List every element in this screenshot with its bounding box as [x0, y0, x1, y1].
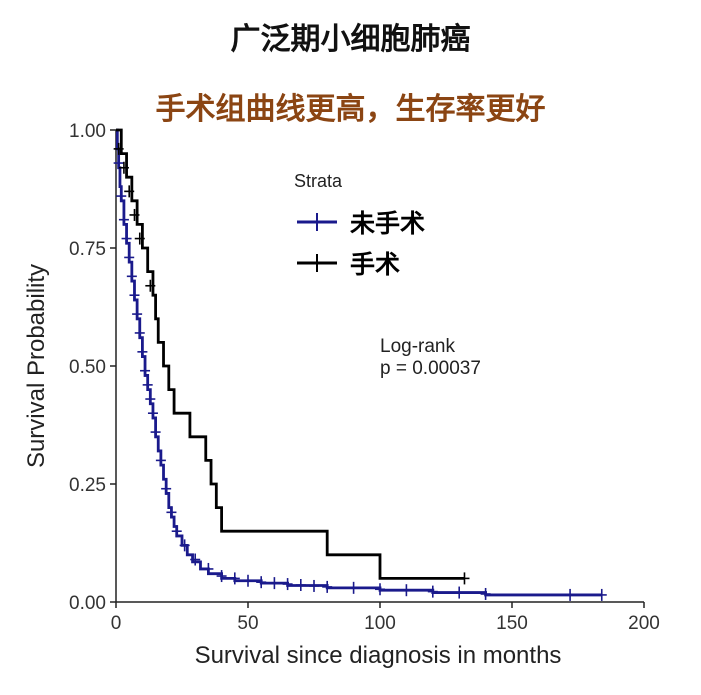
series-1	[113, 128, 470, 585]
legend-label-operated: 手术	[350, 250, 400, 279]
chart-subtitle: 手术组曲线更高，生存率更好	[155, 92, 546, 127]
y-axis-title: Survival Probability	[23, 264, 50, 468]
legend-item-operated: 手术	[297, 250, 400, 279]
legend: Strata 未手术 手术	[294, 171, 425, 279]
x-tick-label: 50	[237, 613, 258, 634]
x-tick-label: 150	[496, 613, 528, 634]
x-axis-title: Survival since diagnosis in months	[195, 642, 562, 669]
x-tick-label: 0	[111, 613, 122, 634]
series-0	[113, 128, 607, 601]
series-layer	[113, 128, 607, 601]
annotation-line1: Log-rank	[380, 336, 455, 357]
ticks: 0 50 100 150 200 0.00 0.25 0.50 0.75 1.00	[69, 121, 660, 634]
logrank-annotation: Log-rank p = 0.00037	[380, 336, 481, 379]
y-tick-label: 1.00	[69, 121, 106, 142]
annotation-line2: p = 0.00037	[380, 358, 481, 379]
legend-item-not-operated: 未手术	[297, 209, 425, 238]
x-tick-label: 200	[628, 613, 660, 634]
legend-label-not-operated: 未手术	[350, 209, 425, 238]
y-tick-label: 0.50	[69, 357, 106, 378]
series-line-0	[115, 128, 602, 597]
chart-title: 广泛期小细胞肺癌	[230, 22, 471, 57]
y-tick-label: 0.25	[69, 475, 106, 496]
x-tick-label: 100	[364, 613, 396, 634]
series-line-1	[116, 128, 465, 580]
y-tick-label: 0.00	[69, 593, 106, 614]
y-tick-label: 0.75	[69, 239, 106, 260]
legend-title: Strata	[294, 171, 343, 191]
